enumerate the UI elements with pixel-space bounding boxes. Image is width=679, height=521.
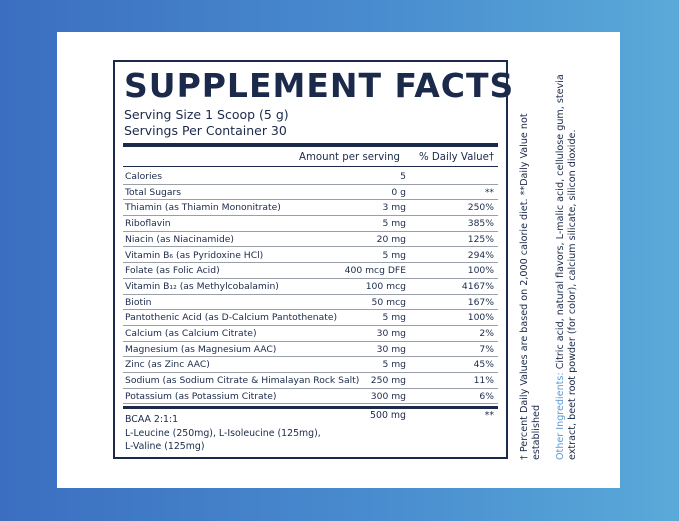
nutrient-row: Potassium (as Potassium Citrate) 300 mg 6% <box>123 389 498 405</box>
nutrient-name: Calcium (as Calcium Citrate) <box>125 328 257 339</box>
bcaa-name: BCAA 2:1:1 <box>125 413 179 425</box>
nutrient-name: Niacin (as Niacinamide) <box>125 233 235 245</box>
nutrient-row: Niacin (as Niacinamide) 20 mg 125% <box>123 232 498 248</box>
nutrient-dv: 4167% <box>461 280 494 292</box>
nutrient-row: Calories 5 <box>123 169 498 185</box>
bcaa-amount: 500 mg <box>370 409 406 421</box>
nutrient-amount: 3 mg <box>382 202 406 214</box>
footnote: † Percent Daily Values are based on 2,00… <box>519 113 542 460</box>
nutrient-dv: 167% <box>467 296 494 308</box>
nutrient-name: Magnesium (as Magnesium AAC) <box>125 343 277 355</box>
nutrient-name: Thiamin (as Thiamin Mononitrate) <box>125 202 281 214</box>
nutrient-amount: 0 g <box>391 186 406 198</box>
nutrient-name: Folate (as Folic Acid) <box>125 265 220 277</box>
nutrient-amount: 400 mcg DFE <box>344 265 406 277</box>
nutrient-dv: ** <box>484 186 494 198</box>
nutrient-dv: 125% <box>467 233 494 245</box>
nutrient-name: Zinc (as Zinc AAC) <box>125 359 210 371</box>
nutrient-amount: 30 mg <box>376 328 406 339</box>
nutrient-amount: 5 mg <box>382 359 406 371</box>
nutrient-row: Vitamin B₆ (as Pyridoxine HCl) 5 mg 294% <box>123 248 498 264</box>
nutrient-dv: 45% <box>473 359 494 371</box>
nutrient-name: Riboflavin <box>125 218 171 230</box>
nutrient-row: Calcium (as Calcium Citrate) 30 mg 2% <box>123 326 498 342</box>
nutrient-dv: 294% <box>467 249 494 261</box>
nutrient-row: Sodium (as Sodium Citrate & Himalayan Ro… <box>123 373 498 389</box>
nutrient-dv: 11% <box>473 375 494 387</box>
ingredients-label: Other Ingredients: <box>555 372 566 460</box>
nutrient-dv: 100% <box>467 312 494 324</box>
nutrient-row: Folate (as Folic Acid) 400 mcg DFE 100% <box>123 263 498 279</box>
nutrient-amount: 30 mg <box>376 343 406 355</box>
nutrient-row: Vitamin B₁₂ (as Methylcobalamin) 100 mcg 4… <box>123 279 498 295</box>
nutrient-amount: 100 mcg <box>365 280 406 292</box>
nutrient-row: Zinc (as Zinc AAC) 5 mg 45% <box>123 357 498 374</box>
bcaa-detail: L-Valine (125mg) <box>125 441 205 452</box>
nutrient-name: Calories <box>125 171 162 182</box>
nutrient-amount: 50 mcg <box>371 296 406 308</box>
side-note: † Percent Daily Values are based on 2,00… <box>519 65 578 460</box>
thick-rule <box>123 405 498 409</box>
nutrient-dv: 6% <box>479 390 494 402</box>
nutrient-dv: 385% <box>467 218 494 230</box>
nutrient-amount: 300 mg <box>370 390 406 402</box>
nutrient-row: Magnesium (as Magnesium AAC) 30 mg 7% <box>123 342 498 358</box>
ingredients-block: Other Ingredients: Citric acid, natural … <box>555 65 579 460</box>
nutrient-name: Pantothenic Acid (as D-Calcium Pantothen… <box>125 312 338 324</box>
nutrient-amount: 250 mg <box>370 375 406 387</box>
serving-size: Serving Size 1 Scoop (5 g) <box>124 107 289 122</box>
nutrient-row: Pantothenic Acid (as D-Calcium Pantothen… <box>123 310 498 326</box>
nutrient-row: Thiamin (as Thiamin Mononitrate) 3 mg 250% <box>123 200 498 217</box>
nutrient-dv: 250% <box>467 202 494 214</box>
facts-panel: SUPPLEMENT FACTS Serving Size 1 Scoop (5… <box>113 60 515 459</box>
nutrient-name: Vitamin B₆ (as Pyridoxine HCl) <box>125 249 264 261</box>
nutrient-name: Sodium (as Sodium Citrate & Himalayan Ro… <box>125 375 360 387</box>
nutrient-name: Biotin <box>125 296 152 308</box>
title: SUPPLEMENT FACTS <box>124 66 515 105</box>
nutrient-amount: 5 mg <box>382 249 406 261</box>
header-amount: Amount per serving <box>299 152 400 163</box>
nutrient-name: Vitamin B₁₂ (as Methylcobalamin) <box>125 280 279 292</box>
servings-per-container: Servings Per Container 30 <box>124 123 287 138</box>
nutrient-name: Potassium (as Potassium Citrate) <box>125 390 277 402</box>
nutrient-amount: 5 mg <box>382 312 406 324</box>
nutrient-dv: 2% <box>479 328 494 339</box>
nutrient-row: Total Sugars 0 g ** <box>123 185 498 201</box>
nutrient-row: Biotin 50 mcg 167% <box>123 295 498 311</box>
card <box>57 32 620 488</box>
bcaa-dv: ** <box>484 409 494 421</box>
nutrient-amount: 5 mg <box>382 218 406 230</box>
nutrient-dv: 7% <box>479 343 494 355</box>
nutrient-row: Riboflavin 5 mg 385% <box>123 216 498 232</box>
nutrient-name: Total Sugars <box>125 186 182 198</box>
nutrient-amount: 5 <box>400 171 406 182</box>
bcaa-detail: L-Leucine (250mg), L-Isoleucine (125mg), <box>125 427 321 439</box>
nutrient-dv: 100% <box>467 265 494 277</box>
thick-rule <box>123 143 498 147</box>
nutrient-amount: 20 mg <box>376 233 406 245</box>
header-dv: % Daily Value† <box>418 152 494 163</box>
